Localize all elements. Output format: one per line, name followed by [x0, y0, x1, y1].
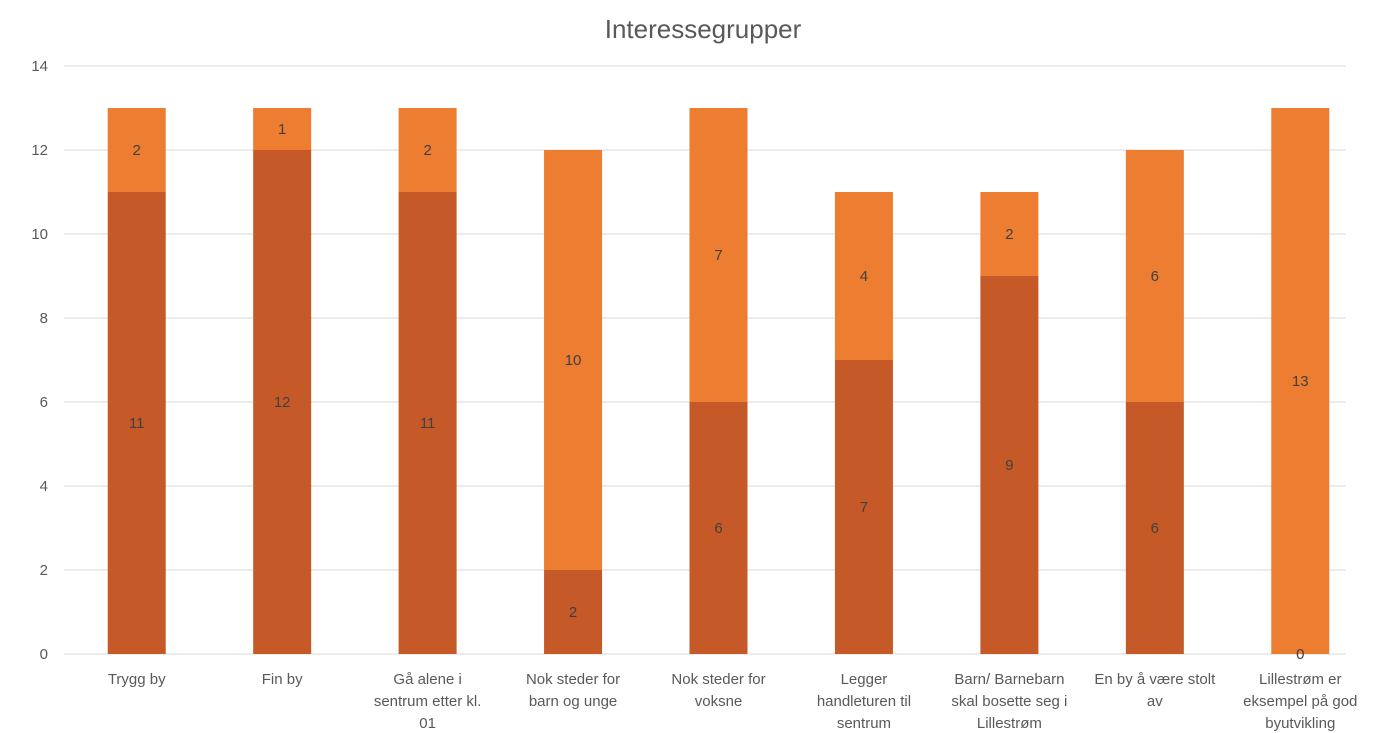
- bar-series-1: [107, 108, 166, 192]
- x-category-label: Trygg by: [108, 671, 166, 688]
- data-label: 1: [278, 121, 286, 138]
- x-category-label: Nok steder for: [671, 671, 765, 688]
- x-axis-categories: Trygg by Fin by Gå alene i sentrum etter kl…: [108, 671, 1358, 732]
- chart-title: Interessegrupper: [605, 14, 802, 44]
- data-label: 2: [569, 604, 577, 621]
- x-category-label: voksne: [695, 693, 743, 710]
- x-category-label: byutvikling: [1265, 715, 1335, 732]
- data-label: 12: [274, 394, 291, 411]
- y-tick-label: 12: [31, 142, 48, 159]
- x-category-label: Barn/ Barnebarn: [954, 671, 1064, 688]
- bar-series-1: [398, 108, 457, 192]
- data-label: 2: [423, 142, 431, 159]
- bar-series-1: [253, 108, 312, 150]
- x-category-label: barn og unge: [529, 693, 617, 710]
- y-tick-label: 8: [40, 310, 48, 327]
- data-label: 4: [860, 268, 868, 285]
- x-category-label: skal bosette seg i: [951, 693, 1067, 710]
- bar-series-0: [107, 192, 166, 654]
- y-tick-label: 14: [31, 58, 48, 75]
- x-category-label: handleturen til: [817, 693, 911, 710]
- x-category-label: 01: [419, 715, 436, 732]
- bar-series-1: [980, 192, 1039, 276]
- data-label: 6: [1151, 520, 1159, 537]
- bar-series-1: [1125, 150, 1184, 402]
- bar-series-0: [980, 276, 1039, 654]
- bar-series-0: [398, 192, 457, 654]
- bar-series-0: [253, 150, 312, 654]
- x-category-label: eksempel på god: [1243, 693, 1357, 710]
- y-axis-ticks: 0 2 4 6 8 10 12 14: [31, 58, 48, 663]
- data-label: 9: [1005, 457, 1013, 474]
- y-tick-label: 4: [40, 478, 48, 495]
- x-category-label: av: [1147, 693, 1163, 710]
- data-label: 7: [860, 499, 868, 516]
- data-label: 0: [1296, 646, 1304, 663]
- bar-series-1: [1271, 108, 1330, 654]
- x-category-label: En by å være stolt: [1094, 671, 1216, 688]
- data-label: 2: [133, 142, 141, 159]
- x-category-label: sentrum: [837, 715, 891, 732]
- bars: [107, 108, 1330, 654]
- y-tick-label: 10: [31, 226, 48, 243]
- x-category-label: sentrum etter kl.: [374, 693, 482, 710]
- bar-series-0: [689, 402, 748, 654]
- x-category-label: Legger: [841, 671, 888, 688]
- data-label: 7: [714, 247, 722, 264]
- bar-series-0: [834, 360, 893, 654]
- x-category-label: Lillestrøm er: [1259, 671, 1342, 688]
- x-category-label: Lillestrøm: [977, 715, 1042, 732]
- data-label: 6: [1151, 268, 1159, 285]
- data-label: 2: [1005, 226, 1013, 243]
- x-category-label: Fin by: [262, 671, 303, 688]
- data-label: 13: [1292, 373, 1309, 390]
- data-label: 10: [565, 352, 582, 369]
- bar-series-0: [1125, 402, 1184, 654]
- y-tick-label: 2: [40, 562, 48, 579]
- data-label: 6: [714, 520, 722, 537]
- bar-series-1: [689, 108, 748, 402]
- data-label: 11: [129, 415, 145, 432]
- bar-series-0: [544, 570, 603, 654]
- data-label: 11: [420, 415, 436, 432]
- bar-series-1: [544, 150, 603, 570]
- y-tick-label: 0: [40, 646, 48, 663]
- bar-series-1: [834, 192, 893, 360]
- x-category-label: Gå alene i: [393, 671, 461, 688]
- x-category-label: Nok steder for: [526, 671, 620, 688]
- y-tick-label: 6: [40, 394, 48, 411]
